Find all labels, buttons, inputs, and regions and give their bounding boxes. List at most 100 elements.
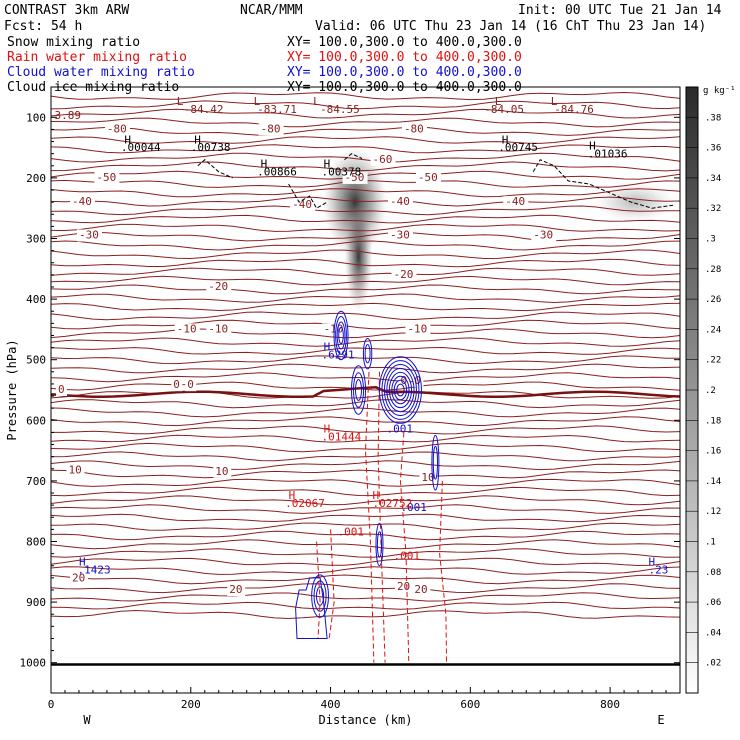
legend-cloud-water-xy: XY= 100.0,300.0 to 400.0,300.0 <box>287 65 522 80</box>
isotherm-label: -60 <box>372 153 392 166</box>
contour-annotation: 3.89 <box>54 109 81 122</box>
contour-annotation: H <box>324 341 331 354</box>
isotherm-label: -10 <box>208 322 228 335</box>
isotherm-label: -50 <box>418 171 438 184</box>
snow-contour <box>288 183 328 209</box>
forecast-hour: Fcst: 54 h <box>4 19 83 34</box>
contour-annotation: .01444 <box>321 430 361 443</box>
isotherm-label: -30 <box>390 229 410 242</box>
isotherm-label: -10 <box>324 322 344 335</box>
title-left: CONTRAST 3km ARW <box>4 3 130 18</box>
isotherm-line <box>50 469 681 479</box>
cloud-water-contour <box>336 321 346 350</box>
isotherm-line <box>50 161 681 172</box>
isotherm-line <box>50 399 681 409</box>
colorbar-tick-label: .18 <box>705 416 721 426</box>
x-tick-label: 800 <box>600 698 620 711</box>
isotherm-label-bg <box>531 229 557 242</box>
cloud-water-contour <box>393 379 408 401</box>
isotherm-label-bg <box>94 171 120 184</box>
isotherm-label: -40 <box>292 198 312 211</box>
isotherm-line <box>50 249 681 260</box>
isotherm-label: -50 <box>345 171 365 184</box>
isotherm-line <box>50 108 681 119</box>
isotherm-label: 0 <box>173 378 180 391</box>
y-tick-label: 900 <box>26 596 46 609</box>
cloud-water-contour <box>388 371 413 409</box>
isotherm-label-bg <box>206 323 232 336</box>
contour-annotation: .00378 <box>321 165 361 178</box>
contour-annotation: L <box>495 95 502 108</box>
contour-annotation: .00866 <box>257 165 297 178</box>
cloud-water-contour <box>338 326 344 345</box>
cloud-water-contour <box>353 372 365 408</box>
isotherm-label-bg <box>213 465 232 478</box>
isotherm-label-bg <box>55 384 67 397</box>
isotherm-label-bg <box>258 123 284 136</box>
isotherm-line <box>50 293 681 304</box>
cloud-water-contour <box>381 360 420 420</box>
contour-annotation: .001 <box>386 422 413 435</box>
isotherm-label-bg <box>76 229 102 242</box>
contour-annotation: .001 <box>400 501 427 514</box>
isotherm-line <box>50 592 681 602</box>
cloud-water-contour <box>391 375 410 405</box>
isotherm-label: -40 <box>390 195 410 208</box>
isotherm-line <box>50 557 681 567</box>
isotherm-label-bg <box>415 171 441 184</box>
contour-annotation: .00745 <box>498 141 538 154</box>
isotherm-line <box>50 504 681 514</box>
contour-annotation: L <box>254 95 261 108</box>
cloud-water-contour <box>376 531 383 558</box>
source: NCAR/MMM <box>240 3 303 18</box>
isotherm-label-bg <box>387 229 413 242</box>
isotherm-label-bg <box>69 196 95 209</box>
isotherm-label: 0 <box>400 374 407 387</box>
colorbar-tick-label: .34 <box>705 174 721 184</box>
isotherm-line <box>50 144 681 154</box>
contour-annotation: H <box>261 158 268 171</box>
isotherm-label: -80 <box>261 122 281 135</box>
contour-annotation: H <box>324 158 331 171</box>
isotherm-label-bg <box>370 153 396 166</box>
isotherm-line <box>50 100 681 110</box>
isotherm-line <box>50 478 681 487</box>
colorbar-tick-label: .38 <box>705 113 721 123</box>
isotherm-label: -20 <box>208 280 228 293</box>
contour-annotation: H <box>289 489 296 502</box>
isotherm-line <box>50 240 681 251</box>
isotherm-line <box>50 126 681 136</box>
cloud-water-contour <box>396 383 405 397</box>
cloud-water-contour <box>295 577 328 639</box>
isotherm-line <box>50 275 681 286</box>
cloud-water-contour <box>335 316 347 355</box>
isotherm-label: 20 <box>72 571 85 584</box>
x-tick-label: 0 <box>48 698 55 711</box>
isotherm-label-bg <box>174 323 200 336</box>
isotherm-label: -80 <box>107 122 127 135</box>
init-time: Init: 00 UTC Tue 21 Jan 14 <box>518 3 722 18</box>
cloud-water-contour <box>315 586 325 606</box>
legend-cloud-water: Cloud water mixing ratio <box>7 65 195 80</box>
legend-rain-xy: XY= 100.0,300.0 to 400.0,300.0 <box>287 50 522 65</box>
isotherm-label-bg <box>398 374 410 387</box>
isotherm-line <box>50 601 681 610</box>
x-tick-label: 200 <box>181 698 201 711</box>
isotherm-label: -50 <box>96 171 116 184</box>
snow-contour <box>197 159 233 179</box>
contour-annotation: .00044 <box>121 141 161 154</box>
isotherm-line <box>50 530 681 541</box>
isotherm-line <box>50 486 681 497</box>
x-tick-label: 400 <box>321 698 341 711</box>
contour-annotation: .6291 <box>321 348 354 361</box>
colorbar-tick-label: .06 <box>705 598 721 608</box>
y-tick-label: 400 <box>26 293 46 306</box>
colorbar-tick-label: .36 <box>705 144 721 154</box>
contour-annotation: L <box>551 95 558 108</box>
contour-annotation: -84.76 <box>554 103 594 116</box>
rain-contour <box>377 371 386 663</box>
y-tick-label: 500 <box>26 354 46 367</box>
colorbar-tick-label: .16 <box>705 447 721 457</box>
isotherm-line <box>50 302 681 312</box>
